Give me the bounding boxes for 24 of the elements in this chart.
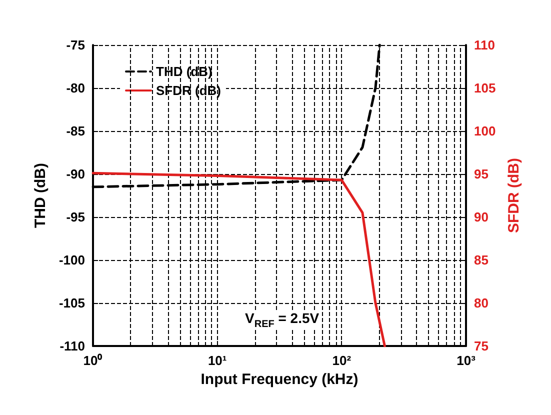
y-tick-label: -90	[66, 166, 85, 182]
y-tick-label: -80	[66, 80, 85, 96]
x-tick-label: 10¹	[208, 353, 227, 368]
y2-tick-label: 85	[474, 252, 488, 268]
y2-tick-label: 90	[474, 210, 488, 224]
x-tick-label: 10⁰	[83, 353, 103, 368]
y-tick-label: -95	[66, 210, 85, 224]
y2-tick-label: 80	[474, 296, 488, 310]
y2-tick-label: 105	[474, 80, 496, 96]
y-tick-label: -110	[60, 338, 85, 354]
y-tick-label: -75	[66, 38, 85, 52]
y2-tick-label: 75	[474, 338, 488, 354]
x-tick-label: 10²	[332, 353, 352, 368]
y-tick-label: -100	[58, 252, 85, 268]
y2-tick-label: 100	[474, 124, 496, 138]
y-tick-label: -85	[66, 124, 85, 138]
y2-axis-title: SFDR (dB)	[506, 158, 523, 233]
annotation: V$_{REF}$ = 2.5V	[245, 310, 320, 330]
y-tick-label: -105	[58, 296, 85, 310]
x-tick-label: 10³	[456, 353, 476, 368]
y-axis-title: THD (dB)	[32, 163, 50, 228]
x-axis-title: Input Frequency (kHz)	[200, 371, 358, 388]
y2-tick-label: 110	[474, 38, 495, 52]
y2-tick-label: 95	[474, 166, 488, 182]
